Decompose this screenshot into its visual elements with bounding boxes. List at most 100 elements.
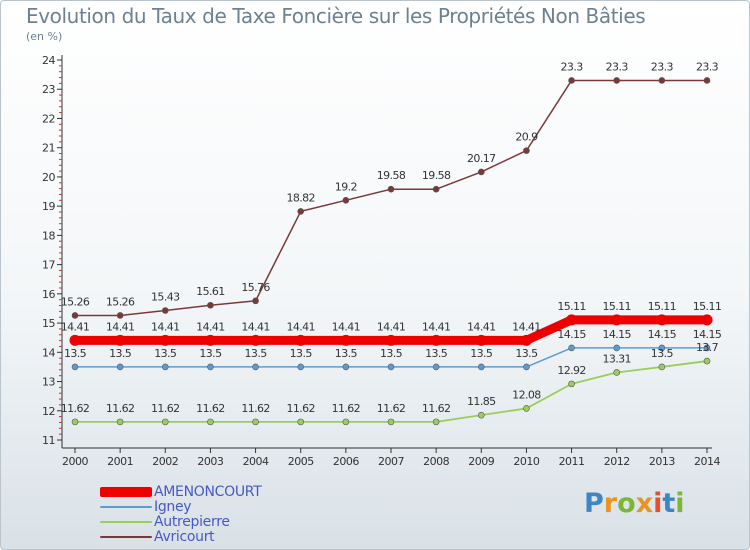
data-point [520, 334, 532, 346]
data-label: 13.5 [245, 347, 268, 360]
data-label: 19.58 [377, 169, 406, 182]
y-tick-label: 17 [42, 259, 55, 272]
data-label: 13.5 [515, 347, 538, 360]
data-label: 11.62 [377, 402, 406, 415]
data-point [297, 363, 305, 371]
legend-label: Autrepierre [154, 513, 230, 530]
data-label: 14.15 [693, 328, 722, 341]
x-tick-label: 2011 [559, 455, 585, 468]
data-point [116, 363, 124, 371]
data-label: 18.82 [286, 191, 315, 204]
data-label: 23.3 [651, 60, 674, 73]
data-label: 14.41 [332, 320, 361, 333]
data-point [658, 77, 666, 84]
data-label: 11.62 [196, 402, 225, 415]
data-label: 11.62 [241, 402, 270, 415]
data-point [207, 301, 214, 309]
y-tick-label: 14 [42, 346, 55, 359]
data-label: 11.62 [61, 402, 90, 415]
data-point [342, 363, 350, 371]
data-point [252, 297, 259, 305]
data-point [703, 357, 711, 365]
logo-letter: x [635, 488, 654, 519]
data-label: 14.41 [467, 320, 496, 333]
data-point [207, 418, 214, 426]
data-point [161, 307, 169, 314]
data-label: 13.5 [335, 347, 358, 360]
logo-letter: r [603, 488, 618, 519]
data-point [523, 147, 530, 154]
data-point [342, 197, 350, 204]
legend-label: Igney [154, 498, 192, 515]
x-tick-label: 2004 [243, 455, 269, 468]
data-point [252, 363, 259, 371]
data-point [658, 344, 666, 352]
data-label: 14.41 [196, 320, 225, 333]
x-tick-label: 2000 [62, 455, 88, 468]
data-point [295, 334, 307, 346]
legend-swatch-igney [100, 505, 152, 508]
data-point [432, 363, 440, 371]
data-point [701, 314, 713, 326]
data-point [432, 418, 440, 426]
data-point [204, 334, 216, 346]
data-point [430, 334, 442, 346]
data-point [385, 334, 397, 346]
data-label: 20.9 [515, 131, 538, 144]
legend-swatch-amenoncourt [100, 486, 152, 497]
logo-letter: P [584, 488, 604, 519]
data-point [611, 314, 623, 326]
data-point [613, 344, 621, 352]
data-label: 15.76 [241, 281, 270, 294]
y-tick-label: 16 [42, 288, 55, 301]
data-point [568, 344, 575, 352]
data-label: 13.5 [470, 347, 493, 360]
x-tick-label: 2005 [288, 455, 314, 468]
data-point [523, 405, 530, 412]
y-tick-label: 13 [42, 376, 55, 389]
data-label: 19.58 [422, 169, 451, 182]
data-label: 15.61 [196, 285, 225, 298]
data-point [658, 363, 666, 371]
x-tick-label: 2006 [333, 455, 359, 468]
data-label: 23.3 [606, 60, 629, 73]
data-point [114, 334, 126, 346]
data-label: 15.43 [151, 291, 180, 304]
data-label: 15.11 [557, 300, 586, 313]
data-label: 14.15 [648, 328, 677, 341]
data-label: 14.15 [557, 328, 586, 341]
data-label: 12.92 [557, 364, 586, 377]
data-label: 20.17 [467, 152, 496, 165]
data-point [656, 314, 668, 326]
data-point [161, 418, 169, 426]
data-label: 15.26 [106, 295, 135, 308]
y-tick-label: 22 [42, 112, 55, 125]
data-label: 14.41 [286, 320, 315, 333]
data-point [613, 77, 621, 84]
x-tick-label: 2012 [604, 455, 630, 468]
data-point [252, 418, 259, 426]
data-label: 11.85 [467, 395, 496, 408]
data-point [159, 334, 171, 346]
x-tick-label: 2001 [107, 455, 133, 468]
y-tick-label: 20 [42, 171, 55, 184]
y-tick-label: 12 [42, 405, 55, 418]
data-label: 11.62 [106, 402, 135, 415]
proxiti-logo: Proxiti [584, 488, 685, 519]
data-point [568, 380, 575, 388]
logo-letter: t [662, 488, 676, 519]
data-point [71, 312, 79, 319]
x-tick-label: 2008 [423, 455, 449, 468]
data-label: 13.31 [602, 352, 631, 365]
y-tick-label: 19 [42, 200, 55, 213]
data-point [297, 418, 305, 426]
data-label: 12.08 [512, 388, 541, 401]
data-point [477, 411, 485, 419]
data-label: 13.5 [425, 347, 448, 360]
data-label: 14.41 [422, 320, 451, 333]
unit-label: (en %) [26, 30, 63, 43]
data-label: 23.3 [561, 60, 584, 73]
data-point [387, 185, 395, 193]
data-point [250, 334, 262, 346]
